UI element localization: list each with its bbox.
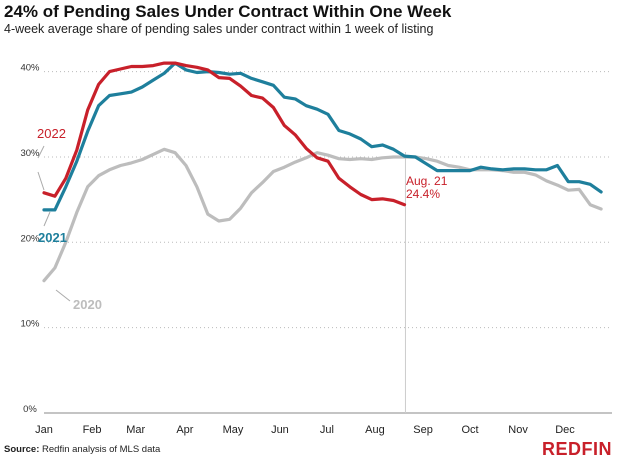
series-label-2021: 2021 <box>38 230 67 245</box>
y-tick-label: 10% <box>20 319 40 330</box>
y-tick-label: 20% <box>20 233 40 244</box>
x-tick-label: Jan <box>35 424 53 436</box>
x-tick-label: Aug <box>365 424 385 436</box>
x-tick-label: Feb <box>83 424 102 436</box>
leader-2020 <box>55 289 71 302</box>
x-tick-label: Jul <box>320 424 334 436</box>
x-tick-label: Nov <box>508 424 528 436</box>
series-line-2021 <box>42 61 603 212</box>
x-tick-label: Mar <box>126 424 145 436</box>
y-tick-label: 30% <box>20 148 40 159</box>
source-label: Source: <box>4 444 40 455</box>
leader-2022 <box>37 145 45 159</box>
x-tick-label: Dec <box>555 424 575 436</box>
grid-lines <box>44 71 612 414</box>
callout-value: 24.4% <box>406 187 440 201</box>
x-axis-ticks: Jan Feb Mar Apr May Jun Jul Aug Sep Oct Nov Dec <box>35 424 575 436</box>
series-lines <box>42 61 603 283</box>
series-label-leaders <box>37 145 71 302</box>
x-tick-label: Sep <box>413 424 433 436</box>
chart-title: 24% of Pending Sales Under Contract With… <box>4 2 452 21</box>
y-tick-label: 40% <box>20 63 40 74</box>
x-tick-label: May <box>223 424 244 436</box>
y-axis-ticks: 0% 10% 20% 30% 40% <box>20 63 40 415</box>
leader-2021 <box>43 211 51 227</box>
series-label-2020: 2020 <box>73 297 102 312</box>
series-label-2022: 2022 <box>37 126 66 141</box>
y-tick-label: 0% <box>23 404 37 415</box>
x-tick-label: Oct <box>461 424 478 436</box>
source-text: Redfin analysis of MLS data <box>42 444 161 455</box>
x-tick-label: Apr <box>176 424 193 436</box>
callout-date: Aug. 21 <box>406 174 448 188</box>
series-line-2020 <box>42 147 603 283</box>
series-labels: 2022 2021 2020 Aug. 21 24.4% <box>37 126 448 312</box>
leader-2022-b <box>37 171 45 191</box>
x-tick-label: Jun <box>271 424 289 436</box>
chart-subtitle: 4-week average share of pending sales un… <box>4 22 434 36</box>
redfin-logo: REDFIN <box>542 439 612 459</box>
source-note: Source: Redfin analysis of MLS data <box>4 444 160 455</box>
series-line-2022 <box>42 61 407 207</box>
